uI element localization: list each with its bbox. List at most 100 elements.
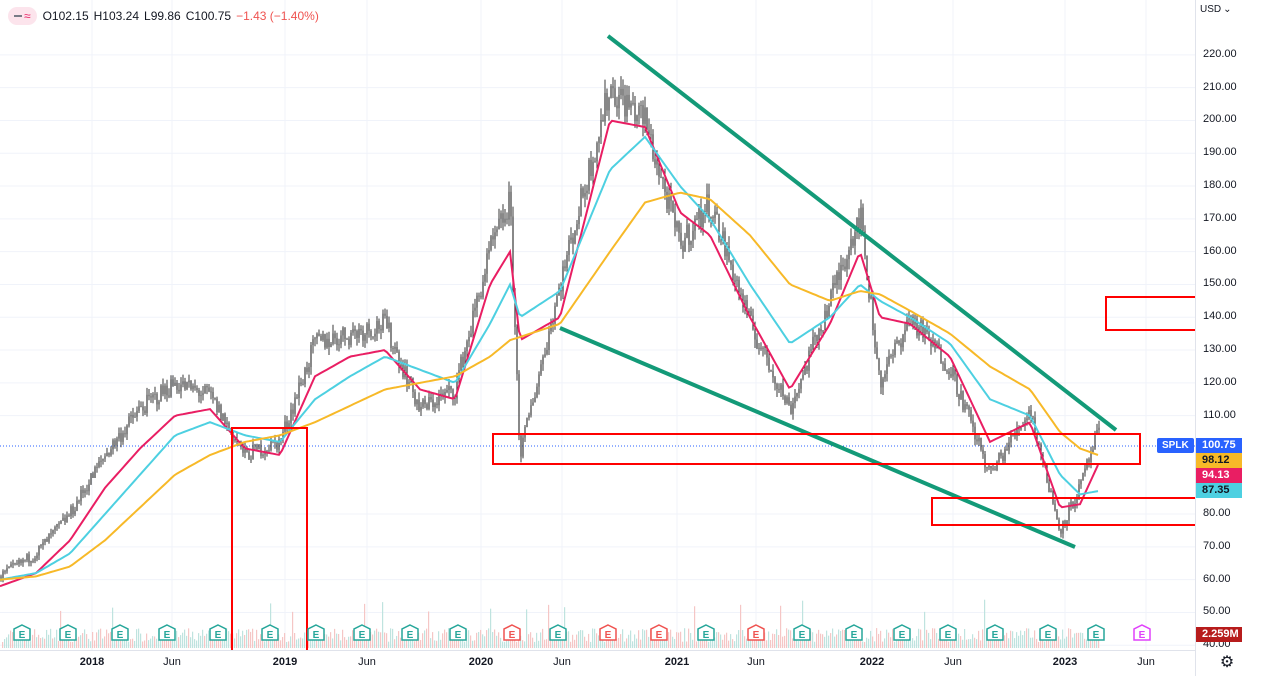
earnings-label: E [992, 630, 999, 641]
earnings-marker[interactable]: E [111, 624, 129, 641]
earnings-marker[interactable]: E [1133, 624, 1151, 641]
earnings-marker[interactable]: E [13, 624, 31, 641]
volume-bar [440, 639, 442, 648]
volume-bar [404, 636, 406, 648]
earnings-marker[interactable]: E [503, 624, 521, 641]
candle-body [526, 417, 528, 428]
candle-body [182, 381, 184, 385]
candle-body [992, 468, 994, 470]
volume-bar [830, 633, 832, 648]
candle-body [852, 238, 854, 246]
earnings-marker[interactable]: E [650, 624, 668, 641]
earnings-marker[interactable]: E [599, 624, 617, 641]
volume-bar [1038, 641, 1040, 648]
volume-bar [902, 637, 904, 648]
candle-body [860, 207, 862, 229]
volume-bar [1014, 638, 1016, 648]
volume-bar [336, 633, 338, 648]
candle-body [856, 217, 858, 233]
earnings-marker[interactable]: E [449, 624, 467, 641]
gear-icon[interactable]: ⚙ [1219, 654, 1235, 671]
earnings-marker[interactable]: E [549, 624, 567, 641]
candle-body [346, 338, 348, 340]
volume-bar [220, 640, 222, 648]
earnings-marker[interactable]: E [893, 624, 911, 641]
volume-bar [238, 629, 240, 648]
volume-bar [736, 634, 738, 648]
candle-body [330, 343, 332, 348]
candle-body [888, 355, 890, 365]
candle-body [472, 310, 474, 334]
trendline-upper[interactable] [606, 34, 1118, 432]
volume-bar [1008, 638, 1010, 648]
earnings-marker[interactable]: E [986, 624, 1004, 641]
volume-bar [640, 639, 642, 648]
candle-body [298, 382, 300, 399]
volume-bar [930, 639, 932, 648]
candle-body [754, 329, 756, 340]
candle-body [356, 330, 358, 338]
candle-body [204, 386, 206, 394]
highlight-box-lows[interactable] [931, 497, 1195, 526]
candle-body [270, 441, 272, 451]
earnings-marker[interactable]: E [1087, 624, 1105, 641]
earnings-marker[interactable]: E [697, 624, 715, 641]
price-axis[interactable] [1195, 0, 1265, 676]
volume-bar [502, 641, 504, 648]
currency-selector[interactable]: USD ⌄ [1200, 4, 1232, 15]
volume-bar [142, 641, 144, 648]
trendline-lower[interactable] [559, 326, 1076, 549]
candle-body [456, 378, 458, 399]
candle-body [746, 300, 748, 316]
volume-bar [844, 629, 846, 648]
volume-bar [532, 637, 534, 648]
user-drawings[interactable] [231, 34, 1195, 650]
candle-body [584, 193, 586, 197]
earnings-marker[interactable]: E [353, 624, 371, 641]
volume-bar [848, 638, 850, 648]
candle-body [212, 391, 214, 398]
earnings-marker[interactable]: E [261, 624, 279, 641]
volume-bar [76, 638, 78, 648]
earnings-marker[interactable]: E [307, 624, 325, 641]
time-label: Jun [1137, 656, 1155, 668]
highlight-box-target[interactable] [1105, 296, 1195, 331]
candle-body [564, 266, 566, 269]
earnings-marker[interactable]: E [747, 624, 765, 641]
volume-bar [996, 639, 998, 648]
volume-bar [396, 635, 398, 648]
candle-body [144, 410, 146, 414]
candle-body [924, 327, 926, 339]
earnings-badge [111, 624, 129, 641]
candle-body [344, 327, 346, 340]
volume-bar [6, 637, 8, 648]
volume-bar [1092, 640, 1094, 648]
volume-bar [452, 639, 454, 648]
earnings-marker[interactable]: E [209, 624, 227, 641]
volume-bar [556, 636, 558, 648]
volume-bar [982, 629, 984, 648]
earnings-label: E [605, 630, 612, 641]
time-axis[interactable] [0, 650, 1195, 677]
volume-bar [468, 630, 470, 648]
highlight-box-2019[interactable] [231, 427, 308, 650]
earnings-marker[interactable]: E [1039, 624, 1057, 641]
earnings-marker[interactable]: E [401, 624, 419, 641]
candle-body [668, 193, 670, 209]
highlight-box-support[interactable] [492, 433, 1141, 465]
volume-bar [482, 634, 484, 648]
symbol-visibility-toggle[interactable]: ≈ [8, 7, 37, 25]
earnings-marker[interactable]: E [59, 624, 77, 641]
earnings-marker[interactable]: E [939, 624, 957, 641]
volume-bar [886, 629, 888, 648]
earnings-marker[interactable]: E [845, 624, 863, 641]
earnings-marker[interactable]: E [158, 624, 176, 641]
candle-body [208, 387, 210, 392]
volume-bar [688, 628, 690, 648]
earnings-marker[interactable]: E [793, 624, 811, 641]
volume-bar [964, 629, 966, 648]
candle-body [400, 364, 402, 368]
volume-bar [980, 640, 982, 648]
